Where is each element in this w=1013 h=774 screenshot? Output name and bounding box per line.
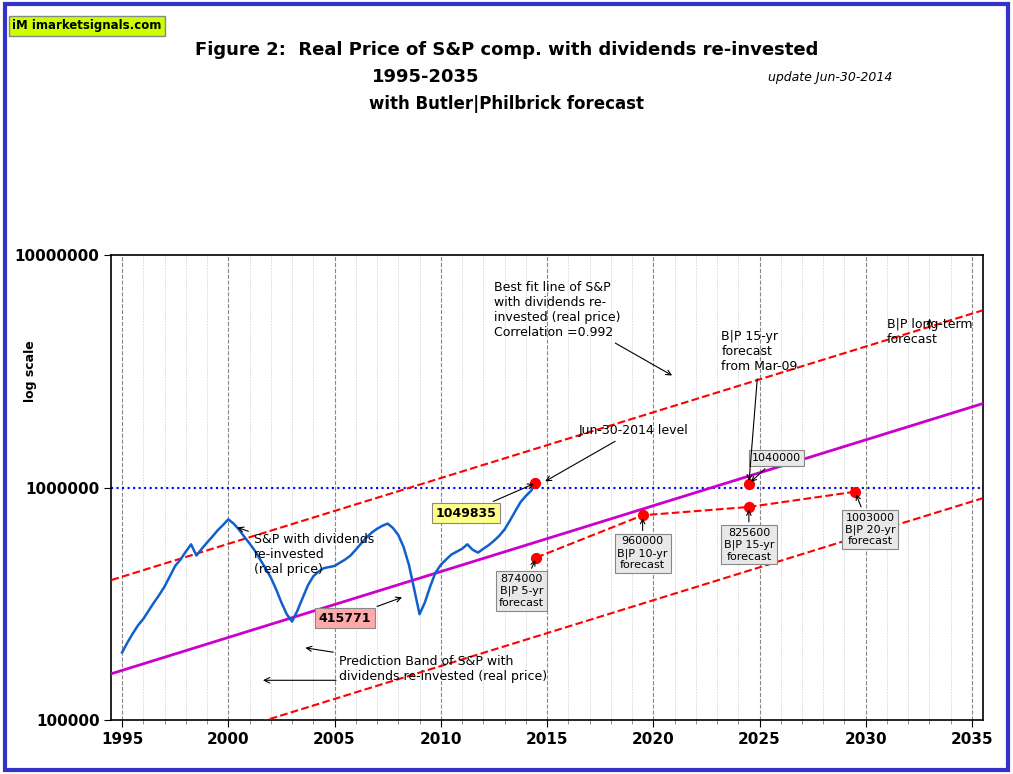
Text: 1995-2035: 1995-2035 <box>372 68 479 87</box>
Text: Jun-30-2014 level: Jun-30-2014 level <box>546 424 689 481</box>
Text: 1049835: 1049835 <box>436 484 533 519</box>
Text: B|P 15-yr
forecast
from Mar-09: B|P 15-yr forecast from Mar-09 <box>721 330 797 480</box>
Text: S&P with dividends
re-invested
(real price): S&P with dividends re-invested (real pri… <box>238 527 374 576</box>
Text: log scale: log scale <box>24 341 37 402</box>
Point <box>634 509 650 522</box>
Point <box>741 478 757 490</box>
Text: 415771: 415771 <box>319 598 401 625</box>
Text: with Butler|Philbrick forecast: with Butler|Philbrick forecast <box>369 95 644 114</box>
Point <box>847 485 863 498</box>
Text: 960000
B|P 10-yr
forecast: 960000 B|P 10-yr forecast <box>617 519 668 570</box>
Text: 825600
B|P 15-yr
forecast: 825600 B|P 15-yr forecast <box>723 511 774 562</box>
Text: 1040000: 1040000 <box>752 453 801 481</box>
Text: 1003000
B|P 20-yr
forecast: 1003000 B|P 20-yr forecast <box>845 495 895 546</box>
Text: Best fit line of S&P
with dividends re-
invested (real price)
Correlation =0.992: Best fit line of S&P with dividends re- … <box>494 281 671 375</box>
Text: iM imarketsignals.com: iM imarketsignals.com <box>12 19 161 33</box>
Text: Figure 2:  Real Price of S&P comp. with dividends re-invested: Figure 2: Real Price of S&P comp. with d… <box>194 41 819 60</box>
Text: Prediction Band of S&P with
dividends re-invested (real price): Prediction Band of S&P with dividends re… <box>307 646 547 683</box>
Text: B|P long-term
forecast: B|P long-term forecast <box>887 318 972 346</box>
Point <box>741 501 757 513</box>
Text: 874000
B|P 5-yr
forecast: 874000 B|P 5-yr forecast <box>499 561 544 608</box>
Text: update Jun-30-2014: update Jun-30-2014 <box>769 71 892 84</box>
Point <box>527 477 543 489</box>
Point <box>529 551 545 563</box>
